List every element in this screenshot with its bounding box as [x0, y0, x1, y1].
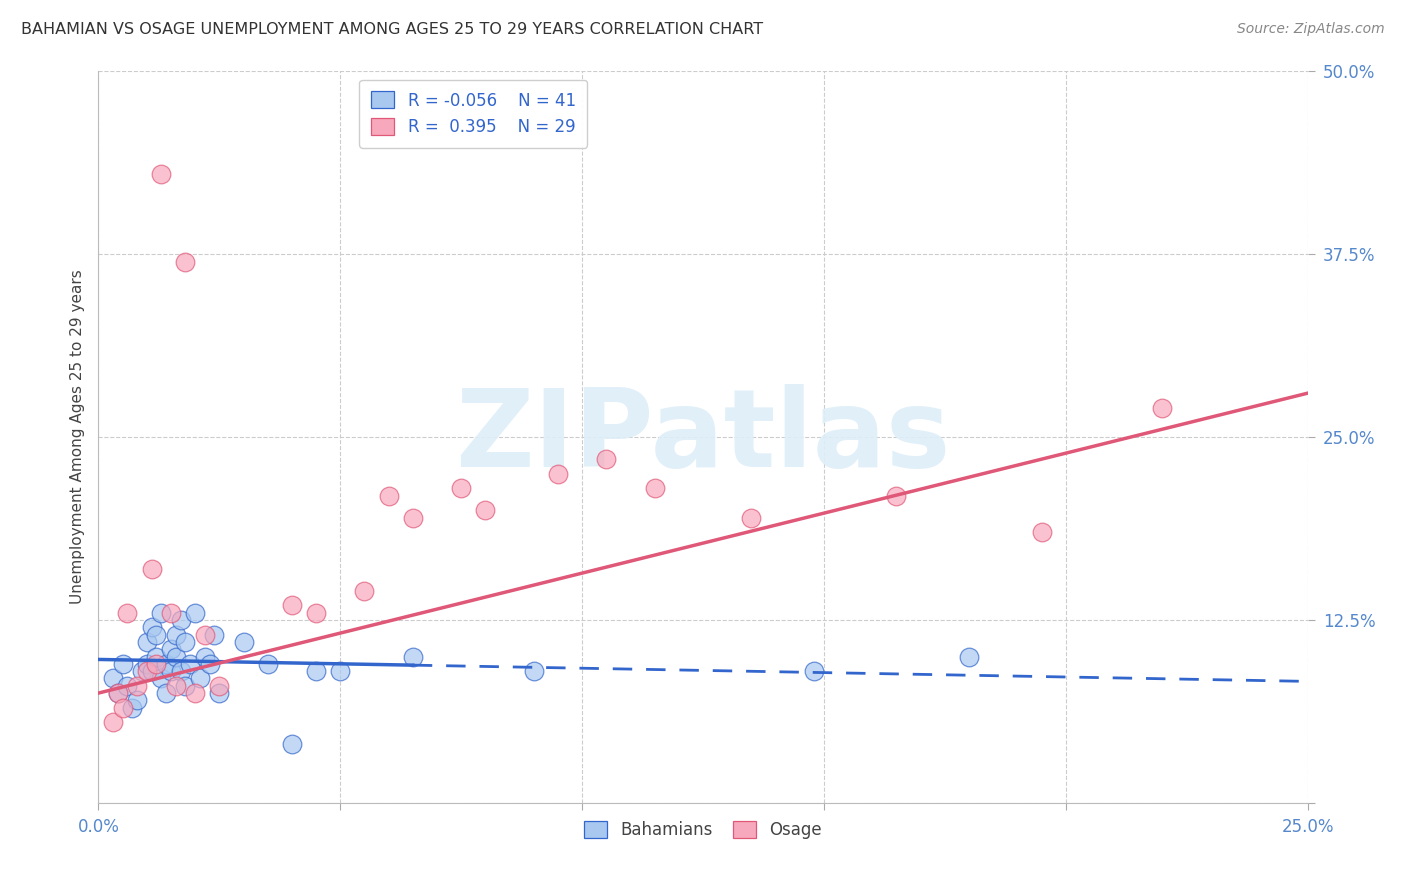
Point: [232, 635, 254, 649]
Point: [474, 503, 496, 517]
Point: [305, 606, 328, 620]
Point: [141, 562, 163, 576]
Point: [165, 679, 187, 693]
Point: [141, 620, 163, 634]
Point: [160, 642, 183, 657]
Point: [160, 606, 183, 620]
Point: [188, 672, 211, 686]
Point: [107, 686, 129, 700]
Legend: Bahamians, Osage: Bahamians, Osage: [578, 814, 828, 846]
Point: [135, 657, 157, 671]
Point: [281, 599, 304, 613]
Point: [305, 664, 328, 678]
Point: [131, 664, 153, 678]
Point: [208, 686, 231, 700]
Point: [644, 481, 666, 495]
Point: [256, 657, 278, 671]
Point: [117, 679, 139, 693]
Point: [174, 635, 197, 649]
Point: [121, 700, 143, 714]
Point: [184, 606, 207, 620]
Point: [135, 635, 157, 649]
Point: [101, 672, 124, 686]
Point: [353, 583, 375, 598]
Point: [547, 467, 569, 481]
Point: [141, 664, 163, 678]
Point: [145, 657, 167, 671]
Point: [523, 664, 546, 678]
Point: [145, 627, 167, 641]
Point: [135, 664, 157, 678]
Point: [204, 627, 226, 641]
Y-axis label: Unemployment Among Ages 25 to 29 years: Unemployment Among Ages 25 to 29 years: [69, 269, 84, 605]
Point: [174, 679, 197, 693]
Point: [150, 167, 173, 181]
Text: BAHAMIAN VS OSAGE UNEMPLOYMENT AMONG AGES 25 TO 29 YEARS CORRELATION CHART: BAHAMIAN VS OSAGE UNEMPLOYMENT AMONG AGE…: [21, 22, 763, 37]
Point: [208, 679, 231, 693]
Point: [957, 649, 980, 664]
Point: [886, 489, 908, 503]
Point: [150, 672, 173, 686]
Point: [198, 657, 221, 671]
Point: [107, 686, 129, 700]
Point: [402, 510, 425, 524]
Point: [111, 657, 134, 671]
Point: [329, 664, 352, 678]
Point: [194, 649, 217, 664]
Point: [155, 686, 177, 700]
Point: [165, 649, 187, 664]
Point: [101, 715, 124, 730]
Point: [150, 606, 173, 620]
Point: [377, 489, 399, 503]
Point: [179, 657, 201, 671]
Point: [740, 510, 762, 524]
Text: ZIPatlas: ZIPatlas: [456, 384, 950, 490]
Point: [111, 700, 134, 714]
Point: [145, 649, 167, 664]
Point: [194, 627, 217, 641]
Point: [117, 606, 139, 620]
Point: [1031, 525, 1053, 540]
Point: [169, 613, 191, 627]
Point: [184, 686, 207, 700]
Point: [155, 657, 177, 671]
Point: [595, 452, 617, 467]
Point: [169, 664, 191, 678]
Point: [174, 254, 197, 268]
Point: [402, 649, 425, 664]
Point: [165, 627, 187, 641]
Text: Source: ZipAtlas.com: Source: ZipAtlas.com: [1237, 22, 1385, 37]
Point: [281, 737, 304, 751]
Point: [127, 679, 149, 693]
Point: [803, 664, 825, 678]
Point: [1152, 401, 1174, 415]
Point: [450, 481, 472, 495]
Point: [160, 664, 183, 678]
Point: [127, 693, 149, 707]
